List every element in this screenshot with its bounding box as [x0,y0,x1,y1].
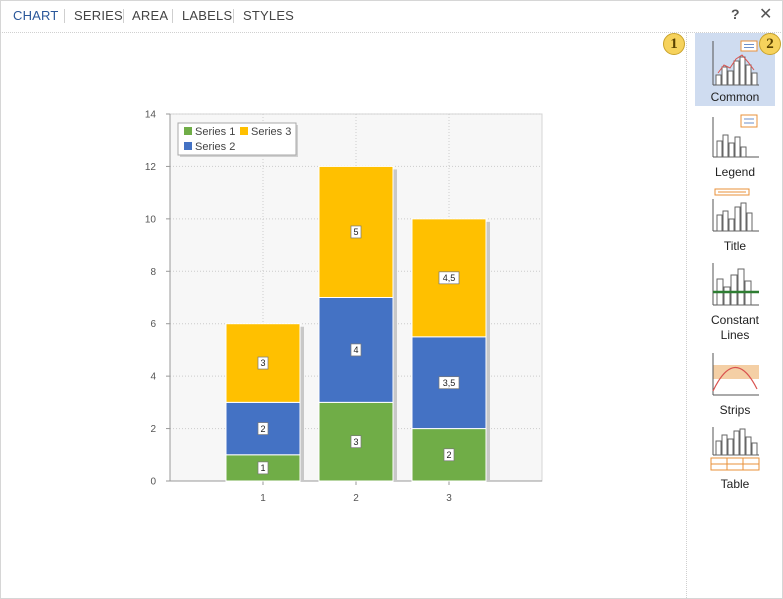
help-button[interactable]: ? [731,6,740,22]
callout-badge-1: 1 [663,33,685,55]
y-tick-label: 6 [150,319,156,330]
data-label-box [350,435,362,449]
data-label: 3,5 [443,378,456,388]
x-tick-label: 1 [260,493,266,504]
tab-bar: CHART SERIES AREA LABELS STYLES ? ✕ [0,0,781,33]
common-chart-icon [712,40,759,86]
close-button[interactable]: ✕ [759,6,773,23]
data-label: 4 [353,345,358,355]
table-chart-icon [710,427,760,471]
sidebar-item-label: Constant [710,313,760,327]
data-label-box [257,356,269,370]
legend-swatch [240,127,248,135]
legend-entry: Series 1 [195,126,235,138]
sidebar-item-table[interactable]: Table [695,423,775,493]
y-tick-label: 2 [150,424,156,435]
tab-styles[interactable]: STYLES [243,8,295,23]
sidebar-item-label: Strips [719,403,751,417]
data-label: 1 [260,463,265,473]
data-label-box [350,343,362,357]
data-label-box [257,461,269,475]
callout-badge-2: 2 [759,33,781,55]
data-label: 4,5 [443,273,456,283]
sidebar-item-label: Title [723,239,747,253]
data-label: 5 [353,227,358,237]
sidebar-item-constant-lines[interactable]: Constant Lines [695,259,775,345]
y-tick-label: 12 [145,162,157,173]
strips-chart-icon [712,353,759,396]
tab-separator [64,9,65,23]
legend-swatch [184,127,192,135]
legend-entry: Series 3 [251,126,291,138]
y-tick-label: 4 [150,372,156,383]
data-label: 2 [260,424,265,434]
sidebar-item-strips[interactable]: Strips [695,349,775,419]
tab-separator [123,9,124,23]
sidebar-item-label: Legend [714,165,756,179]
sidebar-item-label: Table [720,477,750,491]
sidebar-item-common[interactable]: Common [695,33,775,106]
y-tick-label: 10 [145,214,157,225]
data-label-box [443,448,455,462]
sidebar-item-label: Common [710,90,760,104]
legend-box [177,122,297,156]
sidebar-item-legend[interactable]: Legend [695,111,775,181]
data-label-box [257,422,269,435]
sidebar-item-label: Lines [720,328,750,342]
y-tick-label: 0 [150,477,156,488]
sidebar-item-title[interactable]: Title [695,185,775,255]
data-label: 3 [260,358,265,368]
chart-elements-sidebar: Common Legend [686,33,783,598]
tab-separator [233,9,234,23]
tab-separator [172,9,173,23]
y-tick-label: 8 [150,267,156,278]
data-label-box [438,271,460,285]
data-label-box [350,225,362,239]
tab-labels[interactable]: LABELS [182,8,233,23]
tab-series[interactable]: SERIES [74,8,123,23]
title-chart-icon [712,188,759,232]
data-label-box [438,376,460,390]
x-tick-label: 3 [446,493,452,504]
legend-chart-icon [712,114,759,158]
data-label: 2 [446,450,451,460]
tab-chart[interactable]: CHART [13,8,59,23]
x-tick-label: 2 [353,493,359,504]
constant-lines-chart-icon [712,263,759,306]
legend-swatch [184,142,192,150]
data-label: 3 [353,437,358,447]
legend-entry: Series 2 [195,141,235,153]
tab-area[interactable]: AREA [132,8,169,23]
y-tick-label: 14 [145,110,157,121]
